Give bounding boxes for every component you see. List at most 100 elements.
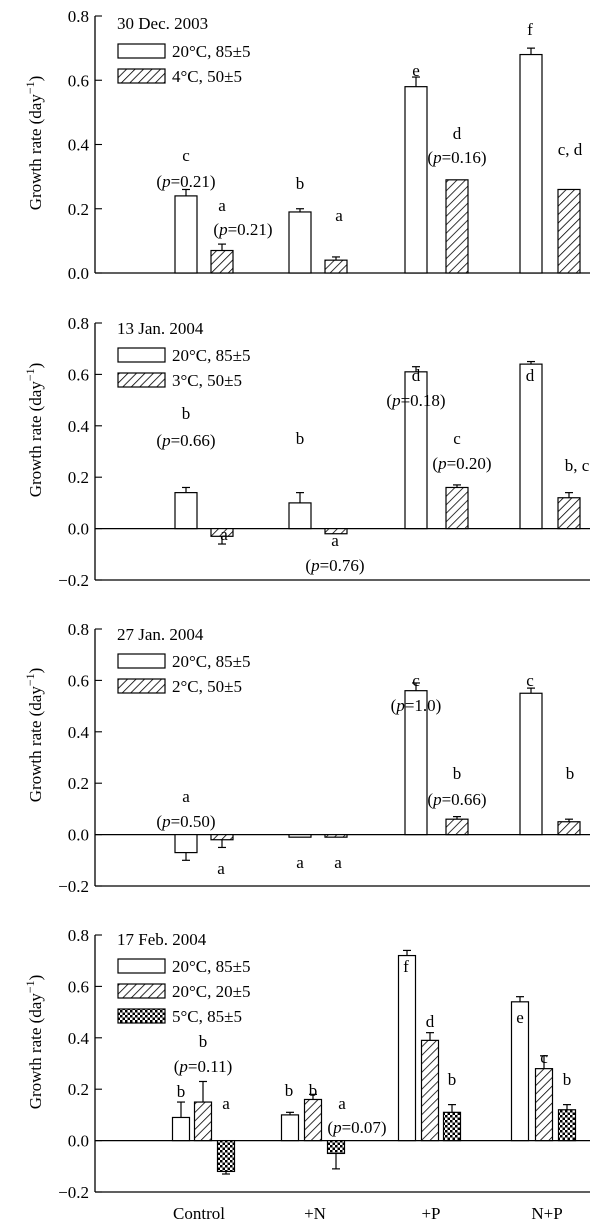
- sig-letter: b: [285, 1081, 294, 1100]
- y-tick-label: 0.2: [68, 468, 89, 487]
- x-category-label: +P: [421, 1204, 440, 1223]
- legend-swatch-hatch: [117, 372, 166, 388]
- legend-swatch-open: [117, 347, 166, 363]
- legend-label: 2°C, 50±5: [172, 677, 242, 696]
- p-value: (p=0.76): [305, 556, 364, 575]
- panel-3: 27 Jan. 2004 20°C, 85±5 2°C, 50±5 −0.2 0.…: [23, 620, 590, 896]
- sig-letter: a: [220, 525, 228, 544]
- bar: [519, 692, 543, 836]
- y-tick-label: 0.6: [68, 671, 89, 690]
- bar: [445, 486, 469, 530]
- bar: [442, 1111, 462, 1142]
- sig-letter: c: [526, 671, 534, 690]
- y-tick-label: 0.0: [68, 1132, 89, 1151]
- sig-letter: a: [222, 1094, 230, 1113]
- legend-label: 20°C, 85±5: [172, 957, 250, 976]
- bar: [174, 492, 198, 530]
- sig-letter: c, d: [558, 140, 583, 159]
- y-tick-label: 0.6: [68, 977, 89, 996]
- p-value: (p=0.20): [432, 454, 491, 473]
- y-tick-label: 0.4: [68, 1029, 90, 1048]
- x-category-label: N+P: [531, 1204, 562, 1223]
- y-tick-label: 0.8: [68, 620, 89, 639]
- y-tick-label: 0.2: [68, 774, 89, 793]
- sig-letter: b: [296, 429, 305, 448]
- p-value: (p=0.21): [156, 172, 215, 191]
- bar: [174, 833, 198, 854]
- legend-label: 20°C, 85±5: [172, 42, 250, 61]
- bar: [534, 1068, 554, 1142]
- y-tick-label: 0.2: [68, 200, 89, 219]
- sig-letter: f: [403, 957, 409, 976]
- sig-letter: a: [296, 853, 304, 872]
- sig-letter: b: [453, 764, 462, 783]
- legend: 20°C, 85±5 3°C, 50±5: [117, 346, 250, 390]
- y-axis-label: Growth rate (day−1): [23, 975, 45, 1110]
- p-value: (p=0.16): [427, 148, 486, 167]
- legend: 20°C, 85±5 2°C, 50±5: [117, 652, 250, 696]
- legend-swatch-hatch: [117, 68, 166, 84]
- sig-letter: c: [412, 671, 420, 690]
- panel-2: 13 Jan. 2004 20°C, 85±5 3°C, 50±5 −0.2 0.…: [23, 314, 590, 590]
- y-tick-label: 0.8: [68, 926, 89, 945]
- bar: [280, 1114, 300, 1142]
- p-value: (p=0.21): [213, 220, 272, 239]
- bar: [193, 1101, 213, 1142]
- legend-label: 20°C, 85±5: [172, 652, 250, 671]
- x-category-label: +N: [304, 1204, 326, 1223]
- bar: [519, 53, 543, 274]
- bar: [557, 497, 581, 530]
- bar: [397, 954, 417, 1142]
- bar: [326, 1139, 346, 1155]
- y-tick-label: 0.8: [68, 7, 89, 26]
- p-value: (p=0.07): [327, 1118, 386, 1137]
- p-value: (p=0.66): [427, 790, 486, 809]
- sig-letter: d: [526, 366, 535, 385]
- y-tick-label: −0.2: [58, 571, 89, 590]
- bar: [519, 363, 543, 530]
- sig-letter: b: [199, 1032, 208, 1051]
- y-tick-label: −0.2: [58, 877, 89, 896]
- sig-letter: c: [540, 1048, 548, 1067]
- bar: [171, 1116, 191, 1142]
- bar: [324, 527, 348, 535]
- legend-swatch-open: [117, 43, 166, 59]
- sig-letter: d: [426, 1012, 435, 1031]
- legend-label: 3°C, 50±5: [172, 371, 242, 390]
- sig-letter: a: [338, 1094, 346, 1113]
- bar: [210, 833, 234, 841]
- y-tick-label: 0.2: [68, 1080, 89, 1099]
- legend-swatch-hatch: [117, 678, 166, 694]
- p-value: (p=1.0): [391, 696, 442, 715]
- plot-area: −0.2 0.0 0.2 0.4 0.6 0.8: [58, 314, 590, 590]
- sig-letter: a: [218, 196, 226, 215]
- y-axis-label: Growth rate (day−1): [23, 668, 45, 803]
- bar: [445, 179, 469, 274]
- sig-letter: e: [516, 1008, 524, 1027]
- bar: [404, 86, 428, 274]
- bar: [324, 833, 348, 838]
- plot-area: −0.2 0.0 0.2 0.4 0.6 0.8: [58, 620, 590, 896]
- bar: [420, 1039, 440, 1142]
- y-tick-label: 0.6: [68, 71, 89, 90]
- sig-letter: a: [217, 859, 225, 878]
- sig-letter: b: [296, 174, 305, 193]
- sig-letter: b, c: [565, 456, 590, 475]
- sig-letter: b: [563, 1070, 572, 1089]
- bar: [210, 249, 234, 274]
- y-tick-label: 0.4: [68, 723, 90, 742]
- category-labels: Control +N +P N+P: [173, 1204, 563, 1223]
- bar: [288, 833, 312, 838]
- bar: [174, 195, 198, 274]
- sig-letter: b: [177, 1082, 186, 1101]
- y-axis-label: Growth rate (day−1): [23, 363, 45, 498]
- legend-label: 20°C, 20±5: [172, 982, 250, 1001]
- legend-label: 4°C, 50±5: [172, 67, 242, 86]
- bar: [557, 188, 581, 274]
- legend: 20°C, 85±5 20°C, 20±5 5°C, 85±5: [117, 957, 250, 1026]
- y-axis-label: Growth rate (day−1): [23, 76, 45, 211]
- panel-title: 27 Jan. 2004: [117, 625, 204, 644]
- sig-letter: a: [331, 531, 339, 550]
- sig-letter: b: [566, 764, 575, 783]
